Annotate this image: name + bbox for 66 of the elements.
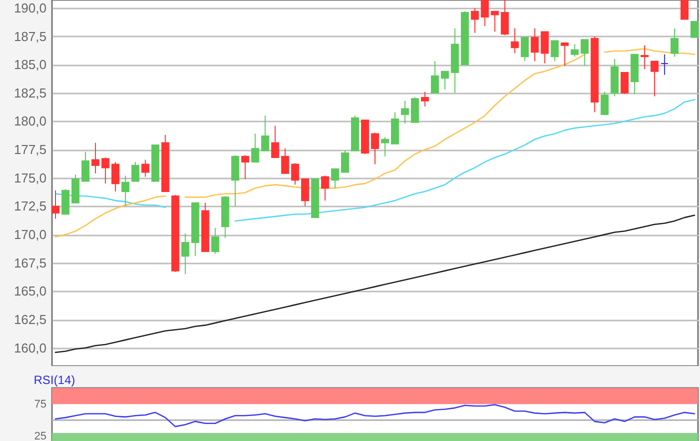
candlestick	[420, 91, 429, 108]
candlestick	[480, 0, 489, 27]
candlestick	[690, 21, 699, 38]
candlestick	[520, 36, 529, 62]
candlestick	[680, 0, 689, 20]
y-tick-label: 172,5	[14, 198, 46, 214]
candlestick	[331, 168, 340, 189]
candlestick	[321, 175, 330, 202]
candlestick	[61, 188, 70, 215]
candlestick	[490, 10, 499, 32]
y-tick-label: 177,5	[14, 142, 46, 158]
y-tick-label: 185,0	[14, 57, 46, 72]
line-series	[54, 214, 696, 354]
candlestick	[670, 28, 679, 58]
candlestick	[550, 40, 559, 62]
candlestick	[650, 60, 659, 97]
candlestick	[660, 54, 669, 76]
candlestick	[301, 178, 310, 207]
candlestick	[251, 133, 260, 163]
y-tick-label: 175,0	[14, 170, 46, 186]
candlestick	[341, 150, 350, 173]
y-tick-label: 180,0	[14, 114, 46, 129]
candlestick	[500, 0, 509, 36]
candlestick	[600, 91, 609, 115]
candlestick	[181, 232, 190, 275]
candlestick	[470, 7, 479, 34]
candlestick	[620, 72, 629, 95]
y-tick-label: 170,0	[14, 227, 46, 242]
y-tick-label: 187,5	[14, 28, 46, 44]
candlestick	[281, 148, 290, 174]
candlestick	[111, 162, 120, 192]
candlestick	[570, 44, 579, 58]
y-tick-label: 182,5	[14, 85, 46, 100]
candlestick	[121, 175, 130, 207]
candlestick	[271, 125, 280, 158]
candlestick	[211, 227, 220, 254]
candlestick	[380, 136, 389, 157]
candlestick	[71, 174, 80, 204]
y-tick-label: 190,0	[14, 0, 46, 16]
y-tick-label: 25	[34, 430, 46, 441]
candlestick	[81, 151, 90, 182]
y-tick-label: 160,0	[14, 340, 46, 356]
candlestick	[261, 115, 270, 152]
candlestick	[131, 162, 140, 182]
candlestick	[560, 42, 569, 66]
candlestick	[231, 154, 240, 207]
y-tick-label: 167,5	[14, 255, 46, 270]
candlestick	[440, 70, 449, 90]
candlestick	[410, 96, 419, 123]
candlestick	[141, 159, 150, 178]
candlestick	[291, 162, 300, 186]
candlestick	[430, 60, 439, 94]
candlestick	[91, 142, 100, 174]
candlestick	[580, 39, 589, 66]
candlestick	[101, 157, 110, 184]
chart-title: RSI(14)	[34, 373, 76, 387]
candlestick	[640, 44, 649, 70]
y-tick-label: 75	[34, 398, 46, 411]
candlestick	[371, 132, 379, 165]
candlestick	[51, 190, 60, 220]
candlestick	[400, 100, 409, 124]
candlestick	[510, 28, 519, 54]
candlestick	[241, 154, 250, 180]
y-tick-label: 165,0	[14, 284, 46, 299]
line-series	[54, 404, 696, 428]
y-tick-label: 162,5	[14, 312, 46, 328]
